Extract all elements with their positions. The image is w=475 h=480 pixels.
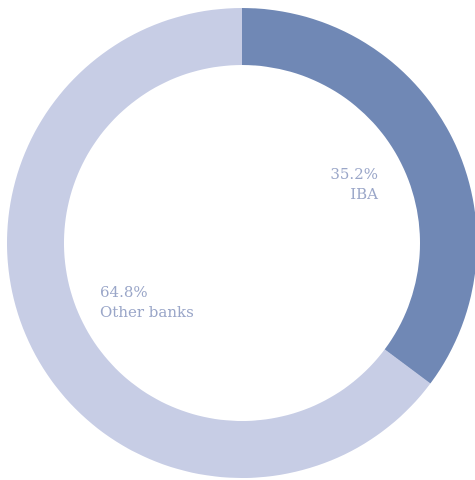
slice-value-iba: 35.2% xyxy=(330,165,378,183)
slice-value-other-banks: 64.8% xyxy=(100,283,148,301)
slice-label-iba: 35.2% IBA xyxy=(300,164,378,204)
slice-iba xyxy=(242,8,475,384)
slice-category-iba: IBA xyxy=(350,185,378,203)
slice-category-other-banks: Other banks xyxy=(100,303,194,321)
slice-label-other-banks: 64.8% Other banks xyxy=(100,282,194,322)
